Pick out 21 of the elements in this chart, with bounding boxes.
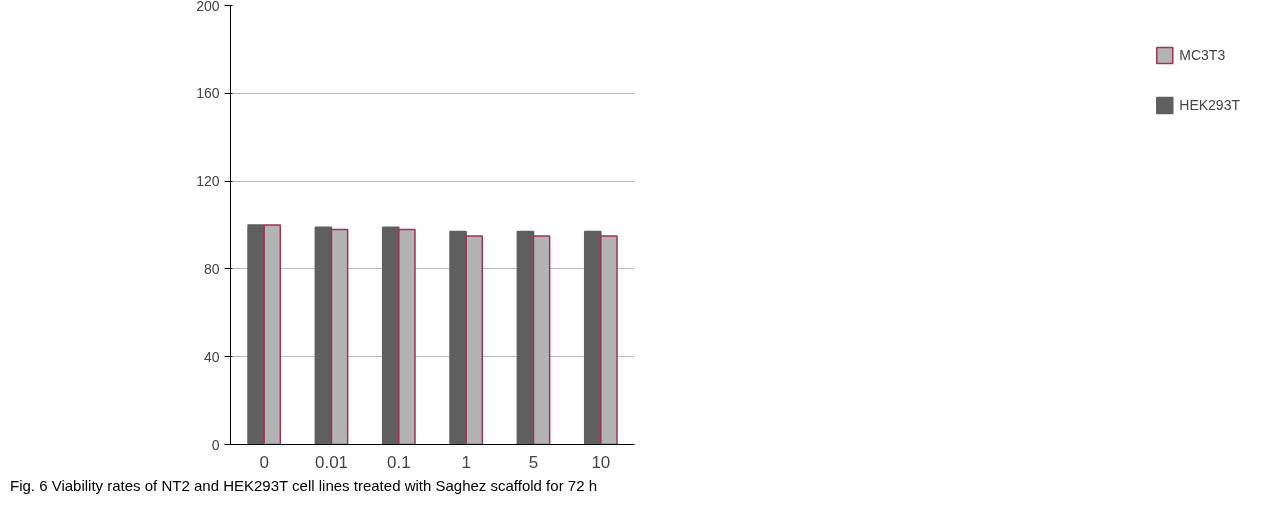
bar	[583, 230, 602, 445]
bar	[314, 226, 333, 445]
x-tick-label: 0	[259, 452, 269, 472]
caption: Fig. 6 Viability rates of NT2 and HEK293T cell lines treated with Saghez scaffold for 72 h	[10, 476, 597, 496]
bar	[449, 230, 467, 445]
bar	[516, 230, 535, 445]
y-tick-label: 200	[196, 0, 220, 14]
y-tick-label: 120	[196, 173, 220, 190]
y-tick-label: 40	[203, 348, 220, 365]
x-tick-label: 0.1	[387, 452, 411, 472]
bar	[247, 224, 265, 445]
x-tick-label: 5	[528, 452, 539, 472]
legend-label: HEK293T	[1179, 97, 1240, 113]
y-tick-label: 80	[203, 260, 220, 277]
bar	[381, 226, 400, 445]
x-tick-label: 0.01	[314, 452, 349, 472]
legend-label: MC3T3	[1179, 47, 1226, 63]
y-tick-label: 160	[196, 85, 220, 102]
y-tick-label: 0	[211, 436, 220, 453]
x-tick-label: 1	[461, 452, 471, 472]
x-tick-label: 10	[591, 452, 611, 472]
